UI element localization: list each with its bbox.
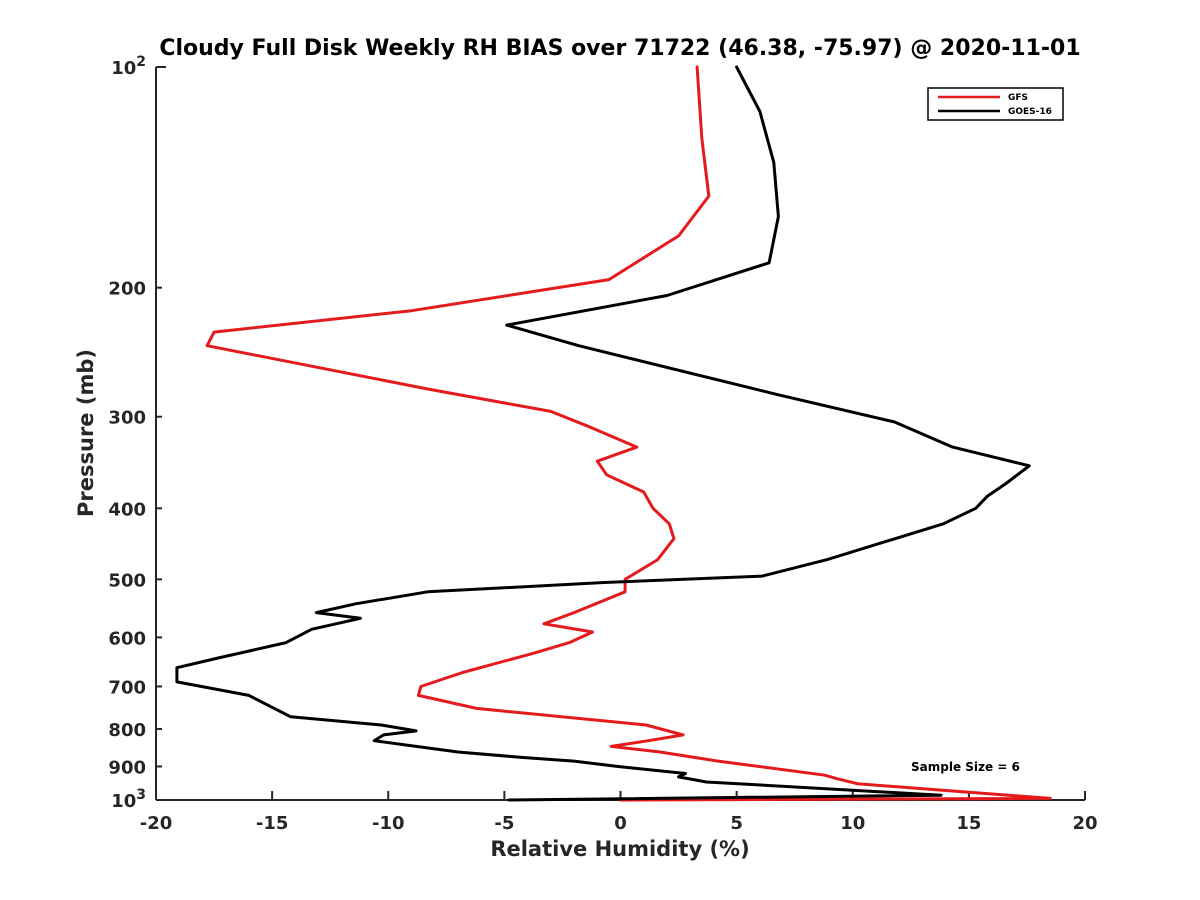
y-tick-label-base: 10 <box>111 58 136 79</box>
y-tick-label-base: 800 <box>108 720 146 741</box>
y-tick-label-base: 500 <box>108 570 146 591</box>
x-tick-label: 20 <box>1072 813 1097 834</box>
y-tick-label-base: 700 <box>108 677 146 698</box>
x-tick-label: 0 <box>614 813 627 834</box>
y-tick-label-base: 300 <box>108 408 146 429</box>
legend-box <box>927 87 1064 121</box>
y-tick-label-exponent: 3 <box>136 787 146 803</box>
y-axis-label: Pressure (mb) <box>74 349 98 517</box>
y-tick-label: 102 <box>111 54 146 79</box>
axes <box>155 67 1085 801</box>
y-tick-label: 600 <box>108 628 146 649</box>
y-tick-label-base: 10 <box>111 791 136 812</box>
y-tick-label: 103 <box>111 787 146 812</box>
y-tick-label: 500 <box>108 570 146 591</box>
x-tick-label: -20 <box>140 813 173 834</box>
x-axis-label: Relative Humidity (%) <box>490 837 749 861</box>
sample-size-annotation: Sample Size = 6 <box>911 760 1020 774</box>
series-line-gfs <box>205 65 1052 802</box>
y-tick-label-base: 900 <box>108 757 146 778</box>
x-tick-label: -15 <box>256 813 289 834</box>
series-layer <box>175 65 1052 802</box>
legend: GFS GOES-16 <box>927 87 1064 121</box>
y-tick-label: 300 <box>108 408 146 429</box>
y-tick-label: 900 <box>108 757 146 778</box>
x-tick-label: -5 <box>494 813 514 834</box>
y-tick-label: 400 <box>108 499 146 520</box>
y-tick-label: 700 <box>108 677 146 698</box>
x-tick-label: 10 <box>840 813 865 834</box>
chart-title: Cloudy Full Disk Weekly RH BIAS over 717… <box>159 36 1080 61</box>
y-tick-label: 800 <box>108 720 146 741</box>
y-tick-label-base: 600 <box>108 628 146 649</box>
series-line-goes16 <box>175 65 1031 802</box>
x-tick-label: 15 <box>956 813 981 834</box>
y-tick-label-exponent: 2 <box>136 54 146 70</box>
x-ticks: -20 -15 -10 -5 0 5 10 15 20 <box>140 791 1098 834</box>
x-tick-label: 5 <box>730 813 743 834</box>
y-tick-label-base: 200 <box>108 279 146 300</box>
x-tick-label: -10 <box>372 813 405 834</box>
legend-label-goes16: GOES-16 <box>1008 107 1052 117</box>
y-tick-label: 200 <box>108 279 146 300</box>
y-tick-label-base: 400 <box>108 499 146 520</box>
legend-label-gfs: GFS <box>1008 93 1028 103</box>
